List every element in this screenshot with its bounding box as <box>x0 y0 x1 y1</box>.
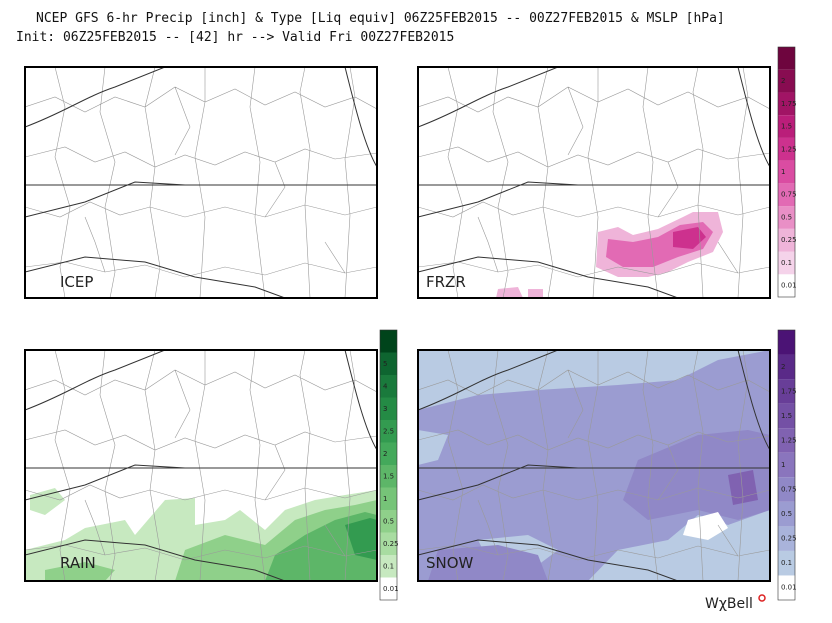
colorbar-segment <box>778 183 795 207</box>
colorbar-label: 0.1 <box>781 559 792 567</box>
colorbar-label: 2 <box>781 77 785 85</box>
colorbar-segment <box>380 375 397 398</box>
colorbar-segment <box>778 137 795 161</box>
colorbar-segment <box>778 403 795 429</box>
colorbar-segment <box>778 379 795 404</box>
colorbar: 0.01 0.1 0.25 0.5 0.75 1 1.25 1.5 1.75 2 <box>777 329 797 601</box>
colorbar-label: 0.75 <box>781 191 797 199</box>
colorbar-segment <box>778 115 795 138</box>
colorbar: 0.01 0.1 0.25 0.5 0.75 1 1.25 1.5 1.75 2 <box>777 46 797 298</box>
colorbar-segment <box>778 160 795 184</box>
colorbar-segment <box>778 477 795 502</box>
colorbar-label: 4 <box>383 382 388 390</box>
colorbar-label: 2 <box>781 363 785 371</box>
colorbar-label: 1.5 <box>781 412 792 420</box>
colorbar-segment <box>380 510 397 533</box>
colorbar-segment <box>778 228 795 252</box>
colorbar-label: 1 <box>781 168 785 176</box>
colorbar-frame <box>379 329 398 601</box>
colorbar-label: 0.75 <box>781 486 797 494</box>
logo: WχBell <box>705 596 753 612</box>
colorbar-label: 5 <box>383 360 387 368</box>
colorbar-label: 0.1 <box>383 562 394 570</box>
panel: FRZR <box>417 66 771 299</box>
colorbar-label: 2 <box>383 450 387 458</box>
colorbar-segment <box>380 330 397 353</box>
colorbar-label: 0.01 <box>781 584 797 592</box>
colorbar-segment <box>380 397 397 420</box>
colorbar-segment <box>778 206 795 229</box>
colorbar-segment <box>778 274 795 297</box>
colorbar-segment <box>380 352 397 375</box>
colorbar-segment <box>380 555 397 578</box>
colorbar-segment <box>778 428 795 453</box>
colorbar-segment <box>380 577 397 600</box>
colorbar-segment <box>778 251 795 275</box>
colorbar-segment <box>778 550 795 576</box>
colorbar-segment <box>778 69 795 93</box>
colorbar-label: 1.25 <box>781 436 797 444</box>
colorbar-frame <box>777 46 796 298</box>
colorbar-label: 0.25 <box>781 236 797 244</box>
colorbar-segment <box>380 442 397 465</box>
panel-label: SNOW <box>426 554 474 572</box>
colorbar-segment <box>778 92 795 116</box>
colorbar-label: 1.75 <box>781 100 797 108</box>
colorbar-label: 0.25 <box>383 540 399 548</box>
panel-label: FRZR <box>426 273 466 291</box>
colorbar-label: 3 <box>383 405 387 413</box>
colorbar-segment <box>778 452 795 478</box>
colorbar-label: 0.1 <box>781 259 792 267</box>
title-line2: Init: 06Z25FEB2015 -- [42] hr --> Valid … <box>16 30 454 45</box>
colorbar-label: 0.25 <box>781 535 797 543</box>
panel-label: RAIN <box>60 554 96 572</box>
colorbar-label: 0.01 <box>781 282 797 290</box>
colorbar-segment <box>778 575 795 600</box>
colorbar-label: 0.5 <box>383 517 394 525</box>
colorbar-label: 1.75 <box>781 387 797 395</box>
colorbar-label: 0.5 <box>781 510 792 518</box>
colorbar-segment <box>778 526 795 551</box>
colorbar-frame <box>777 329 796 601</box>
colorbar-label: 1 <box>383 495 387 503</box>
colorbar-segment <box>380 487 397 510</box>
colorbar-label: 0.01 <box>383 585 399 593</box>
panel-label: ICEP <box>60 273 93 291</box>
colorbar: 0.01 0.1 0.25 0.5 1 1.5 2 2.5 3 4 5 <box>379 329 399 601</box>
colorbar-label: 1.5 <box>383 472 394 480</box>
colorbar-segment <box>380 420 397 443</box>
colorbar-label: 1.5 <box>781 123 792 131</box>
panel: SNOW <box>417 349 771 582</box>
colorbar-segment <box>778 501 795 527</box>
colorbar-label: 0.5 <box>781 213 792 221</box>
colorbar-label: 1.25 <box>781 145 797 153</box>
colorbar-segment <box>380 532 397 555</box>
colorbar-segment <box>778 330 795 355</box>
colorbar-segment <box>380 465 397 488</box>
logo-mark <box>758 594 766 602</box>
colorbar-label: 2.5 <box>383 427 394 435</box>
title-line1: NCEP GFS 6-hr Precip [inch] & Type [Liq … <box>36 11 725 26</box>
colorbar-segment <box>778 47 795 70</box>
panel: ICEP <box>24 66 378 299</box>
colorbar-segment <box>778 354 795 380</box>
colorbar-label: 1 <box>781 461 785 469</box>
panel: RAIN <box>24 349 378 582</box>
